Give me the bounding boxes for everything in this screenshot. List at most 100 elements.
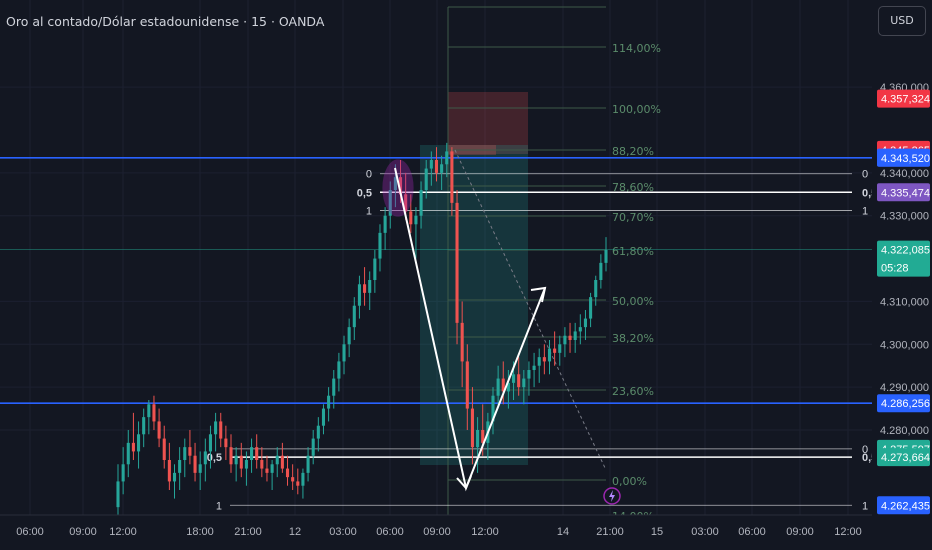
candle-body <box>137 434 141 452</box>
time-axis-tick-label: 15 <box>651 526 663 538</box>
time-axis-tick-label: 12:00 <box>109 526 137 538</box>
candle-body <box>378 232 382 259</box>
candle-body <box>568 335 572 340</box>
candle-body <box>424 168 428 190</box>
candle-body <box>224 438 228 448</box>
white-level-left-label: 0,5 <box>207 452 222 464</box>
candle-body <box>393 177 397 190</box>
candle-body <box>167 460 171 482</box>
candle-body <box>501 378 505 392</box>
white-level-right-label: 1 <box>862 500 868 512</box>
candle-body <box>470 408 474 448</box>
candle-body <box>398 177 403 195</box>
price-label-badge <box>877 496 930 515</box>
white-level-right-label: 0 <box>862 169 868 181</box>
white-level-right-label: 0 <box>862 444 868 456</box>
candle-body <box>445 151 449 165</box>
time-axis-tick-label: 09:00 <box>786 526 814 538</box>
candle-body <box>188 447 192 456</box>
candle-body <box>558 344 562 353</box>
candle-body <box>532 365 536 370</box>
candle-body <box>599 262 603 280</box>
white-level-right-label: 1 <box>862 206 868 218</box>
candle-body <box>214 421 218 435</box>
candle-body <box>183 447 187 460</box>
candle-body <box>563 335 567 345</box>
candle-body <box>578 327 582 332</box>
fib-level-label: 38,20% <box>612 332 654 345</box>
stop-loss-box <box>448 92 528 154</box>
candle-body <box>440 164 444 173</box>
candle-body <box>363 284 367 293</box>
candle-body <box>285 468 290 478</box>
candle-body <box>409 211 413 225</box>
fib-level-label: 78,60% <box>612 181 654 194</box>
time-axis-tick-label: 21:00 <box>234 526 262 538</box>
time-axis-tick-label: 06:00 <box>376 526 404 538</box>
candle-body <box>332 378 336 396</box>
time-axis-tick-label: 21:00 <box>596 526 624 538</box>
fib-level-label: 114,00% <box>612 42 661 55</box>
candle-body <box>162 438 166 460</box>
candle-body <box>496 378 500 396</box>
candle-body <box>275 455 279 465</box>
candle-body <box>357 284 361 306</box>
candle-body <box>234 455 238 465</box>
candle-body <box>152 404 156 422</box>
time-axis-tick-label: 12 <box>289 526 301 538</box>
price-axis-tick-label: 4.290,000 <box>880 382 929 394</box>
price-label-text: 4.286,256 <box>881 398 930 410</box>
candle-body <box>126 442 130 465</box>
currency-button[interactable]: USD <box>878 6 926 36</box>
candle-body <box>373 258 377 280</box>
white-levels: 0 00,5 0,51 100,5 0,51 1 <box>207 169 878 513</box>
candle-body <box>347 327 351 345</box>
price-label-text: 4.335,474 <box>881 187 930 199</box>
time-axis-tick-label: 18:00 <box>186 526 214 538</box>
price-label-badge <box>877 394 930 413</box>
candle-body <box>455 202 459 323</box>
candle-body <box>250 447 254 460</box>
candle-body <box>157 421 161 439</box>
candle-body <box>219 421 223 439</box>
price-axis-tick-label: 4.300,000 <box>880 339 929 351</box>
price-label-badge <box>877 148 930 167</box>
candle-body <box>337 361 341 379</box>
candle-body <box>260 460 264 469</box>
symbol-title[interactable]: Oro al contado/Dólar estadounidense · 15… <box>6 14 325 29</box>
candle-body <box>537 357 541 366</box>
highlight-ellipse <box>382 159 414 217</box>
candle-body <box>244 460 248 469</box>
time-axis-tick-label: 03:00 <box>329 526 357 538</box>
candle-body <box>311 438 315 456</box>
time-axis-tick-label: 12:00 <box>471 526 499 538</box>
candle-body <box>142 417 146 435</box>
time-axis-tick-label: 14 <box>557 526 569 538</box>
candle-body <box>460 322 464 362</box>
price-label-text: 4.273,664 <box>881 452 930 464</box>
fib-level-label: 70,70% <box>612 211 654 224</box>
candle-body <box>517 374 521 388</box>
price-label-badge <box>877 89 930 108</box>
candle-body <box>131 442 135 452</box>
candle-body <box>527 370 531 379</box>
candle-body <box>506 382 510 392</box>
candle-body <box>481 430 485 443</box>
candle-body <box>583 318 587 328</box>
lightning-icon <box>609 490 615 502</box>
price-labels: 4.357,3244.345,3654.343,5604.343,5204.33… <box>877 89 930 515</box>
white-level-left-label: 1 <box>366 206 372 218</box>
candle-body <box>522 378 526 388</box>
candle-body <box>301 472 305 486</box>
fib-level-label: 100,00% <box>612 103 661 116</box>
candle-body <box>553 348 557 353</box>
candle-body <box>116 481 120 508</box>
candle-body <box>404 194 408 212</box>
price-label-text: 4.343,520 <box>881 153 930 165</box>
price-label-badge <box>877 240 930 277</box>
candle-body <box>270 464 274 473</box>
fib-level-label: 50,00% <box>612 295 654 308</box>
price-axis-tick-label: 4.340,000 <box>880 168 929 180</box>
